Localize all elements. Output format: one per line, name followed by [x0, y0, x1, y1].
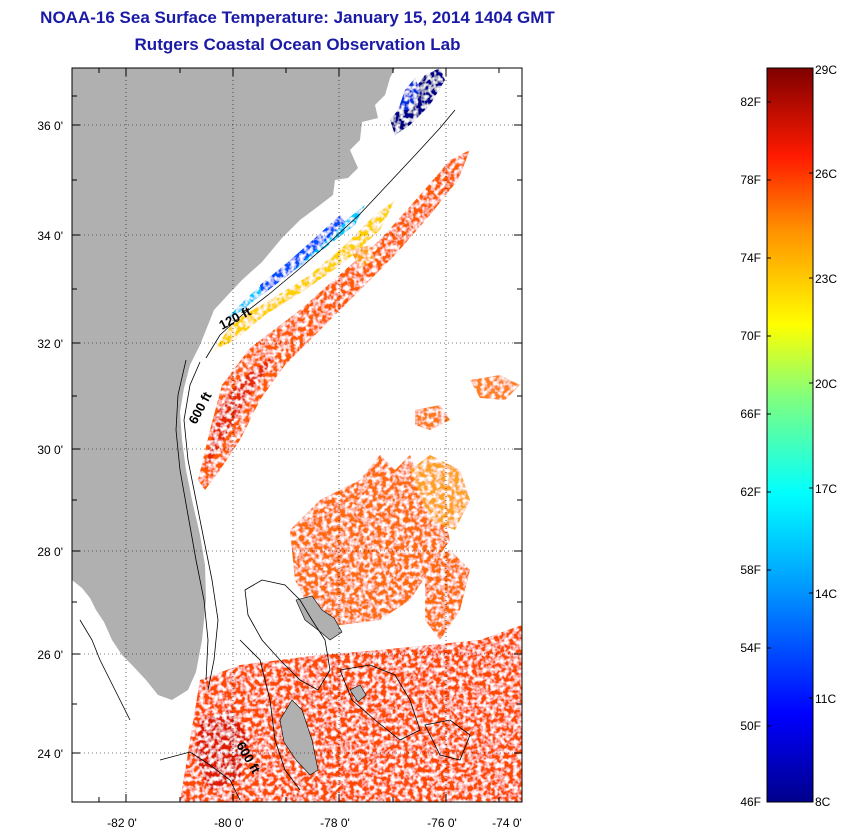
lon-label-76: -76 0' — [427, 816, 457, 830]
colorbar-celsius-ticks — [809, 172, 813, 699]
lat-ticks — [72, 95, 522, 754]
lon-labels: -82 0' -80 0' -78 0' -76 0' -74 0' — [107, 816, 522, 830]
cb-f-54: 54F — [740, 641, 761, 655]
cb-c-29: 29C — [815, 63, 837, 77]
cb-c-20: 20C — [815, 377, 837, 391]
gulf-stream-hot — [205, 355, 275, 470]
cb-c-17: 17C — [815, 482, 837, 496]
cb-f-78: 78F — [740, 173, 761, 187]
colorbar — [766, 67, 814, 803]
cb-c-14: 14C — [815, 587, 837, 601]
cb-f-82: 82F — [740, 95, 761, 109]
sargasso-2 — [410, 455, 470, 530]
cb-c-11: 11C — [815, 692, 836, 706]
lat-labels: 36 0' 34 0' 32 0' 30 0' 28 0' 26 0' 24 0… — [37, 119, 63, 761]
lat-label-36: 36 0' — [37, 119, 63, 133]
cb-c-8: 8C — [815, 795, 831, 809]
cb-f-66: 66F — [740, 407, 761, 421]
lat-label-28: 28 0' — [37, 545, 63, 559]
lat-label-26: 26 0' — [37, 648, 63, 662]
cb-f-50: 50F — [740, 719, 761, 733]
sargasso-1 — [290, 455, 450, 625]
lat-label-30: 30 0' — [37, 443, 63, 457]
lat-label-24: 24 0' — [37, 747, 63, 761]
nc-cold-b — [398, 78, 420, 110]
cb-f-46: 46F — [740, 795, 761, 809]
graticule — [72, 68, 522, 802]
patch-east-1 — [470, 375, 520, 400]
southern-hot — [195, 710, 250, 790]
lat-label-32: 32 0' — [37, 337, 63, 351]
gulf-stream-warm — [198, 150, 470, 490]
lon-label-82: -82 0' — [107, 816, 137, 830]
cb-f-62: 62F — [740, 485, 761, 499]
colorbar-fahrenheit-ticks — [767, 101, 771, 727]
map-title: NOAA-16 Sea Surface Temperature: January… — [40, 8, 555, 27]
sst-patches — [180, 68, 522, 802]
cb-f-58: 58F — [740, 563, 761, 577]
depth-contours — [79, 109, 471, 801]
map-frame — [71, 67, 523, 803]
lat-label-34: 34 0' — [37, 229, 63, 243]
lon-label-78: -78 0' — [320, 816, 350, 830]
shelf-transition — [214, 200, 395, 350]
cb-c-26: 26C — [815, 167, 837, 181]
colorbar-fahrenheit-labels: 82F 78F 74F 70F 66F 62F 58F 54F 50F 46F — [740, 95, 761, 809]
bahamas — [279, 595, 367, 776]
sargasso-3 — [425, 550, 470, 640]
shelf-colder — [260, 215, 345, 295]
patch-east-2 — [415, 405, 450, 430]
nc-cold — [390, 68, 445, 135]
cb-f-74: 74F — [740, 251, 761, 265]
cb-f-70: 70F — [740, 329, 761, 343]
patch-east-3 — [350, 245, 375, 268]
colorbar-celsius-labels: 29C 26C 23C 20C 17C 14C 11C 8C — [815, 63, 837, 809]
lon-label-74: -74 0' — [492, 816, 522, 830]
lon-ticks — [98, 68, 500, 802]
southern-warm — [180, 625, 522, 802]
map-subtitle: Rutgers Coastal Ocean Observation Lab — [134, 35, 461, 54]
land-mass — [72, 68, 395, 700]
cb-c-23: 23C — [815, 272, 837, 286]
lon-label-80: -80 0' — [214, 816, 244, 830]
